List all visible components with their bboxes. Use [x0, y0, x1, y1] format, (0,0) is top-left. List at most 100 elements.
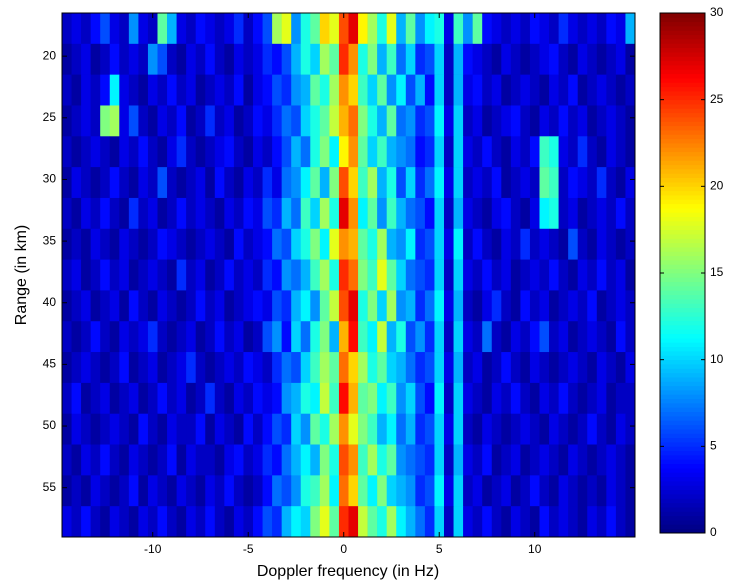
heatmap-cell [453, 197, 464, 230]
colorbar-segment [660, 99, 705, 105]
heatmap-cell [482, 352, 493, 384]
heatmap-cell [596, 475, 607, 507]
colorbar-segment [660, 203, 705, 209]
heatmap-cell [367, 167, 378, 199]
heatmap-cell [176, 167, 187, 199]
colorbar-segment [660, 121, 705, 127]
colorbar-segment [660, 329, 705, 335]
heatmap-cell [482, 475, 493, 507]
heatmap-cell [568, 259, 578, 291]
heatmap-cell [205, 444, 216, 476]
heatmap-cell [81, 197, 91, 230]
heatmap-cell [568, 13, 578, 45]
heatmap-cell [262, 43, 273, 75]
y-tick-label: 30 [43, 172, 57, 186]
heatmap-cell [358, 167, 368, 199]
heatmap-cell [434, 167, 445, 199]
heatmap-cell [195, 506, 206, 538]
heatmap-cell [434, 413, 445, 445]
heatmap-cell [147, 105, 158, 137]
heatmap-cell [453, 43, 464, 75]
heatmap-cell [549, 321, 559, 353]
heatmap-cell [453, 290, 464, 322]
heatmap-cell [291, 352, 302, 384]
heatmap-cell [119, 506, 130, 538]
heatmap-cell [262, 13, 273, 45]
heatmap-cell [186, 197, 196, 230]
heatmap-cell [224, 506, 235, 538]
heatmap-cell [214, 506, 225, 538]
heatmap-cell [568, 167, 578, 199]
heatmap-cell [367, 475, 378, 507]
heatmap-cell [233, 167, 244, 199]
heatmap-cell [281, 475, 292, 507]
heatmap-cell [243, 13, 254, 45]
heatmap-cell [214, 228, 225, 260]
heatmap-cell [281, 259, 292, 291]
heatmap-cell [348, 352, 359, 384]
heatmap-cell [262, 136, 273, 168]
heatmap-cell [510, 136, 521, 168]
y-tick-label: 55 [43, 480, 57, 494]
heatmap-cell [233, 259, 244, 291]
heatmap-cell [587, 382, 598, 415]
heatmap-cell [549, 506, 559, 538]
heatmap-cell [243, 259, 254, 291]
heatmap-cell [501, 321, 512, 353]
heatmap-cell [501, 413, 512, 445]
heatmap-cell [510, 413, 521, 445]
heatmap-cell [358, 13, 368, 45]
heatmap-cell [329, 259, 340, 291]
heatmap-cell [348, 290, 359, 322]
heatmap-cell [405, 105, 416, 137]
heatmap-cell [377, 167, 387, 199]
heatmap-cell [300, 197, 311, 230]
heatmap-cell [348, 13, 359, 45]
heatmap-cell [224, 321, 235, 353]
heatmap-cell [453, 105, 464, 137]
colorbar-segment [660, 182, 705, 187]
heatmap-cell [539, 197, 550, 230]
colorbar-segment [660, 221, 705, 226]
heatmap-cell [243, 197, 254, 230]
heatmap-cell [253, 352, 263, 384]
heatmap-cell [147, 321, 158, 353]
heatmap-cell [138, 352, 149, 384]
heatmap-cell [157, 105, 168, 137]
heatmap-cell [577, 167, 588, 199]
heatmap-cell [214, 444, 225, 476]
heatmap-cell [147, 259, 158, 291]
heatmap-cell [587, 167, 598, 199]
heatmap-cell [520, 259, 531, 291]
heatmap-cell [100, 197, 111, 230]
heatmap-cell [224, 444, 235, 476]
heatmap-cell [529, 413, 540, 445]
heatmap-cell [510, 197, 521, 230]
heatmap-cell [167, 444, 177, 476]
colorbar-segment [660, 34, 705, 40]
heatmap-cell [272, 506, 282, 538]
heatmap-cell [444, 475, 454, 507]
heatmap-cell [90, 228, 101, 260]
heatmap-cell [558, 506, 569, 538]
heatmap-cell [253, 413, 263, 445]
heatmap-cell [625, 506, 636, 538]
colorbar-segment [660, 17, 705, 23]
heatmap-cell [338, 290, 349, 322]
heatmap-cell [472, 506, 483, 538]
heatmap-cell [472, 136, 483, 168]
heatmap-cell [396, 413, 407, 445]
heatmap-cell [539, 136, 550, 168]
heatmap-cell [625, 136, 636, 168]
heatmap-cell [615, 43, 626, 75]
heatmap-cell [71, 290, 82, 322]
heatmap-cell [367, 321, 378, 353]
heatmap-cell [119, 197, 130, 230]
heatmap-cell [587, 475, 598, 507]
heatmap-cell [109, 259, 120, 291]
heatmap-cell [405, 136, 416, 168]
heatmap-cell [348, 444, 359, 476]
colorbar-segment [660, 502, 705, 508]
heatmap-cell [291, 13, 302, 45]
heatmap-cell [348, 259, 359, 291]
